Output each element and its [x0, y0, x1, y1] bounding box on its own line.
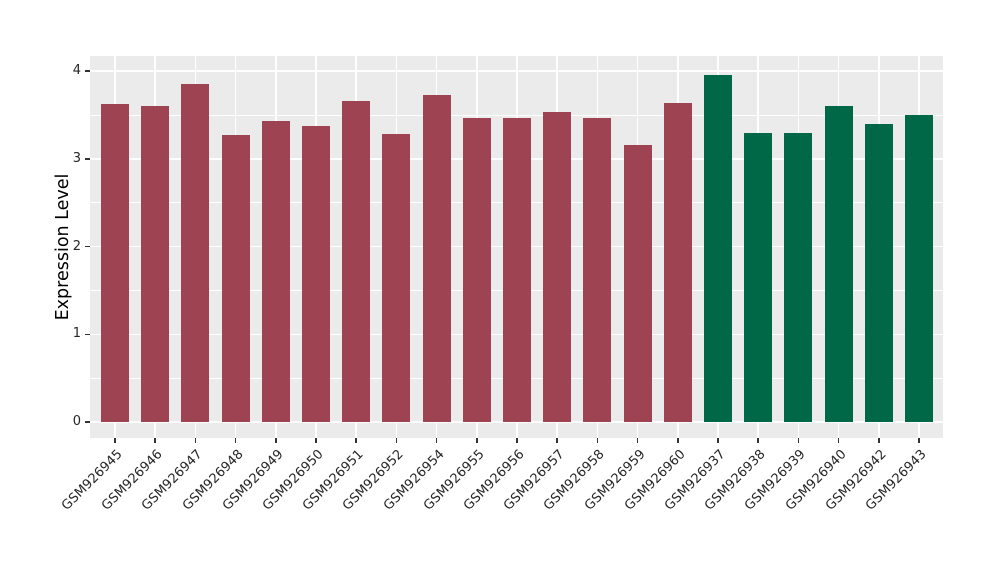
x-tick-mark	[355, 438, 357, 443]
y-tick-label: 0	[72, 414, 81, 429]
y-tick-label: 4	[72, 63, 81, 79]
x-tick-mark	[918, 438, 920, 443]
bar	[342, 101, 371, 422]
bar	[221, 135, 250, 422]
bar	[663, 102, 692, 422]
bar	[583, 117, 612, 422]
x-tick-mark	[636, 438, 639, 443]
y-tick-mark	[85, 70, 90, 72]
x-tick-mark	[114, 438, 116, 443]
x-tick-mark	[837, 438, 840, 443]
bar	[824, 106, 853, 422]
bar	[181, 84, 210, 422]
x-tick-mark	[516, 438, 518, 443]
x-tick-mark	[194, 438, 197, 443]
x-tick-mark	[878, 438, 880, 443]
bar	[744, 133, 773, 422]
y-tick-mark	[85, 245, 90, 248]
x-tick-mark	[556, 438, 558, 443]
bar	[382, 134, 411, 422]
bar	[704, 74, 732, 422]
bar	[462, 117, 491, 422]
bar	[261, 121, 290, 422]
bar	[503, 117, 531, 422]
x-tick-mark	[234, 438, 237, 443]
x-tick-mark	[757, 438, 759, 443]
x-tick-mark	[797, 438, 800, 443]
x-tick-mark	[395, 438, 398, 443]
x-tick-mark	[717, 438, 719, 443]
bar	[302, 126, 330, 422]
x-tick-mark	[435, 438, 438, 443]
bar	[422, 94, 451, 422]
bar	[864, 123, 893, 422]
bar	[784, 133, 813, 422]
y-tick-label: 1	[72, 326, 81, 342]
bar	[101, 103, 129, 422]
y-tick-mark	[85, 421, 90, 423]
bar	[543, 112, 572, 422]
y-tick-mark	[85, 158, 90, 160]
y-tick-mark	[85, 333, 90, 336]
x-tick-mark	[596, 438, 599, 443]
bar	[623, 144, 652, 422]
plot-panel	[90, 56, 943, 438]
x-tick-mark	[154, 438, 156, 443]
x-tick-mark	[315, 438, 317, 443]
x-tick-mark	[476, 438, 478, 443]
bar	[905, 115, 933, 422]
y-tick-label: 3	[72, 150, 81, 166]
bar	[141, 106, 170, 422]
y-tick-label: 2	[72, 238, 81, 254]
x-tick-mark	[275, 438, 277, 443]
x-tick-mark	[677, 438, 679, 443]
